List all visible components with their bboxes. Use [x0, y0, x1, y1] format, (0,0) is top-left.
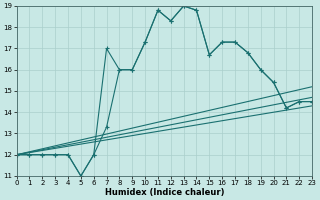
- X-axis label: Humidex (Indice chaleur): Humidex (Indice chaleur): [105, 188, 224, 197]
